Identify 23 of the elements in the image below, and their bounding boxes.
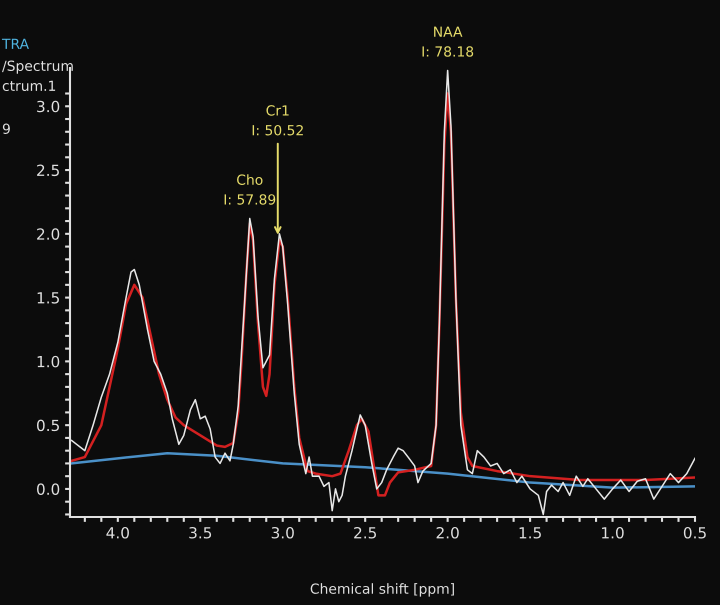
y-tick-label: 0.5 bbox=[36, 420, 59, 432]
y-tick-label: 3.0 bbox=[37, 100, 60, 112]
x-axis-title: Chemical shift [ppm] bbox=[310, 583, 454, 597]
annotation: NAA I: 78.18 bbox=[422, 26, 474, 57]
y-tick-label: 2.5 bbox=[37, 164, 59, 176]
annotation: Cr1 I: 50.52 bbox=[252, 105, 303, 136]
y-tick-label: 1.5 bbox=[38, 292, 59, 304]
x-tick-label: 3.0 bbox=[272, 526, 294, 539]
y-tick-label: 1.0 bbox=[38, 356, 60, 368]
y-tick-label: 2.0 bbox=[37, 228, 60, 240]
x-tick-label: 3.5 bbox=[189, 526, 212, 539]
annotation: /Spectrum bbox=[2, 60, 73, 74]
text: TRA bbox=[2, 38, 29, 49]
y-tick-label: 0.0 bbox=[36, 483, 60, 495]
text: ctrum.1 bbox=[2, 80, 56, 92]
x-tick-label: 2.5 bbox=[354, 526, 376, 539]
x-tick-label: 4.0 bbox=[106, 526, 129, 539]
x-tick-label: 1.0 bbox=[602, 526, 624, 539]
x-tick-label: 1.5 bbox=[520, 527, 541, 539]
annotation: Cho I: 57.89 bbox=[224, 174, 276, 205]
text: 9 bbox=[2, 124, 10, 134]
x-tick-label: 2.0 bbox=[436, 526, 459, 539]
x-tick-label: 0.5 bbox=[684, 526, 706, 539]
